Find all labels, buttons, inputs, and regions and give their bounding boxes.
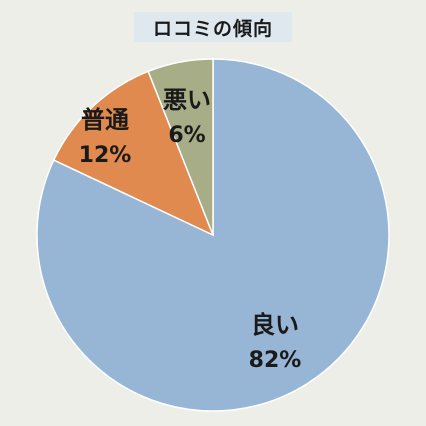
chart-title: ロコミの傾向: [134, 12, 292, 42]
slice-category-label: 良い: [251, 311, 299, 339]
slice-percent-label: 6%: [168, 123, 205, 148]
slice-percent-label: 82%: [249, 348, 302, 373]
pie-slice-2: [52, 70, 215, 237]
slice-category-label: 悪い: [163, 86, 211, 114]
pie-slice-1: [36, 58, 390, 412]
slice-percent-label: 12%: [79, 143, 132, 168]
pie-slice-3: [147, 58, 214, 236]
slice-category-label: 普通: [81, 106, 129, 134]
